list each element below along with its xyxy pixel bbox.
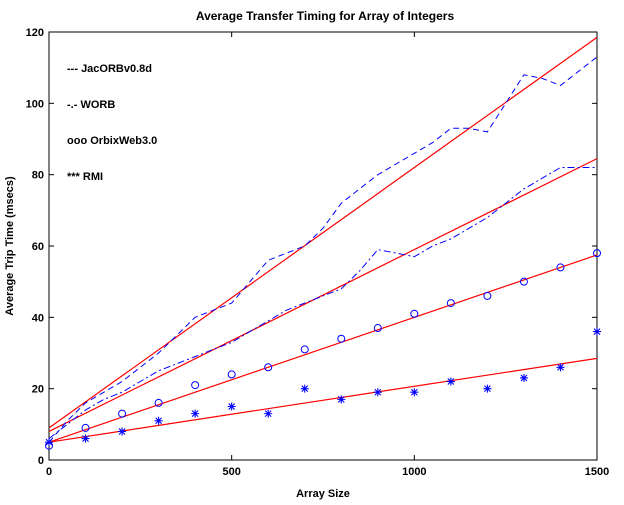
y-tick-label: 60 <box>32 241 44 253</box>
y-tick-label: 100 <box>26 98 44 110</box>
data-point-rmi <box>556 363 565 372</box>
y-tick-label: 20 <box>32 384 44 396</box>
data-point-orbixweb3-0 <box>118 409 127 418</box>
fit-line-rmi <box>48 357 598 443</box>
legend-item-orbixweb: ooo OrbixWeb3.0 <box>67 135 157 147</box>
data-point-orbixweb3-0 <box>191 381 200 390</box>
x-axis-label: Array Size <box>296 488 350 500</box>
chart-title: Average Transfer Timing for Array of Int… <box>196 9 455 23</box>
data-point-orbixweb3-0 <box>81 423 90 432</box>
data-point-orbixweb3-0 <box>410 309 419 318</box>
legend: --- JacORBv0.8d -.- WORB ooo OrbixWeb3.0… <box>67 63 157 183</box>
x-axis: 0 500 1000 1500 <box>46 32 609 478</box>
data-point-orbixweb3-0 <box>519 277 528 286</box>
data-point-rmi <box>446 377 455 386</box>
data-point-rmi <box>593 327 601 336</box>
data-point-rmi <box>154 416 163 425</box>
data-point-orbixweb3-0 <box>373 324 382 333</box>
data-point-rmi <box>81 434 90 443</box>
data-point-rmi <box>227 402 236 411</box>
data-point-orbixweb3-0 <box>227 370 236 379</box>
y-tick-label: 120 <box>26 27 44 39</box>
data-point-orbixweb3-0 <box>264 363 273 372</box>
data-point-orbixweb3-0 <box>593 249 601 258</box>
data-point-orbixweb3-0 <box>446 299 455 308</box>
data-point-orbixweb3-0 <box>300 345 309 354</box>
data-point-rmi <box>337 395 346 404</box>
y-axis: 0 20 40 60 80 100 120 <box>26 27 597 467</box>
legend-item-rmi: *** RMI <box>67 171 103 183</box>
data-point-orbixweb3-0 <box>337 334 346 343</box>
series-lines <box>48 56 598 443</box>
fit-line-jacorbv0-8d <box>48 36 598 429</box>
y-tick-label: 40 <box>32 312 44 324</box>
fit-line-orbixweb3-0 <box>48 254 598 443</box>
data-point-rmi <box>373 388 382 397</box>
y-tick-label: 80 <box>32 170 44 182</box>
data-point-rmi <box>519 373 528 382</box>
legend-item-jacorb: --- JacORBv0.8d <box>67 63 152 75</box>
fit-line-worb <box>48 158 598 433</box>
data-point-rmi <box>264 409 273 418</box>
data-point-orbixweb3-0 <box>154 398 163 407</box>
data-point-rmi <box>45 438 53 447</box>
series-markers <box>45 249 601 450</box>
data-point-orbixweb3-0 <box>483 291 492 300</box>
x-tick-label: 0 <box>46 466 52 478</box>
data-point-rmi <box>118 427 127 436</box>
legend-item-worb: -.- WORB <box>67 99 115 111</box>
x-tick-label: 1000 <box>402 466 426 478</box>
x-tick-label: 500 <box>222 466 240 478</box>
data-point-orbixweb3-0 <box>556 263 565 272</box>
series-line-jacorbv0-8d <box>48 56 598 443</box>
data-point-rmi <box>300 384 309 393</box>
data-point-rmi <box>191 409 200 418</box>
y-tick-label: 0 <box>38 455 44 467</box>
data-point-rmi <box>483 384 492 393</box>
y-axis-label: Average Trip Time (msecs) <box>4 176 16 316</box>
series-line-worb <box>48 167 597 439</box>
fit-lines <box>48 36 598 443</box>
data-point-rmi <box>410 388 419 397</box>
x-tick-label: 1500 <box>585 466 609 478</box>
